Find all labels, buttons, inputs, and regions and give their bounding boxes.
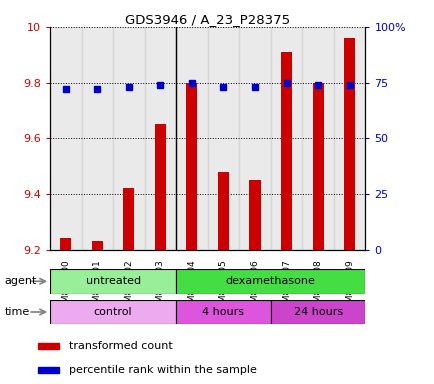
Bar (312, 83, 323, 250)
Text: dexamethasone: dexamethasone (225, 276, 315, 286)
Bar (186, 83, 197, 250)
Text: transformed count: transformed count (69, 341, 172, 351)
Bar (239, 27, 270, 250)
Bar (176, 269, 365, 294)
Text: control: control (94, 307, 132, 317)
Bar (50, 269, 176, 294)
Bar (38, 367, 59, 373)
Bar (123, 188, 134, 250)
Bar (249, 180, 260, 250)
Bar (50, 27, 82, 250)
Text: untreated: untreated (85, 276, 140, 286)
Text: 4 hours: 4 hours (202, 307, 244, 317)
Bar (280, 52, 291, 250)
Bar (144, 27, 176, 250)
Bar (270, 27, 302, 250)
Bar (82, 27, 113, 250)
Text: percentile rank within the sample: percentile rank within the sample (69, 365, 256, 375)
Bar (60, 238, 71, 250)
Bar (50, 300, 176, 324)
Bar (217, 172, 228, 250)
Text: 24 hours: 24 hours (293, 307, 342, 317)
Bar (155, 124, 165, 250)
Bar (38, 343, 59, 349)
Bar (113, 27, 144, 250)
Bar (92, 241, 102, 250)
Text: time: time (4, 307, 30, 317)
Bar (176, 300, 270, 324)
Title: GDS3946 / A_23_P28375: GDS3946 / A_23_P28375 (125, 13, 289, 26)
Bar (207, 27, 239, 250)
Bar (176, 27, 207, 250)
Bar (333, 27, 365, 250)
Bar (302, 27, 333, 250)
Bar (270, 300, 365, 324)
Bar (343, 38, 354, 250)
Text: agent: agent (4, 276, 36, 286)
